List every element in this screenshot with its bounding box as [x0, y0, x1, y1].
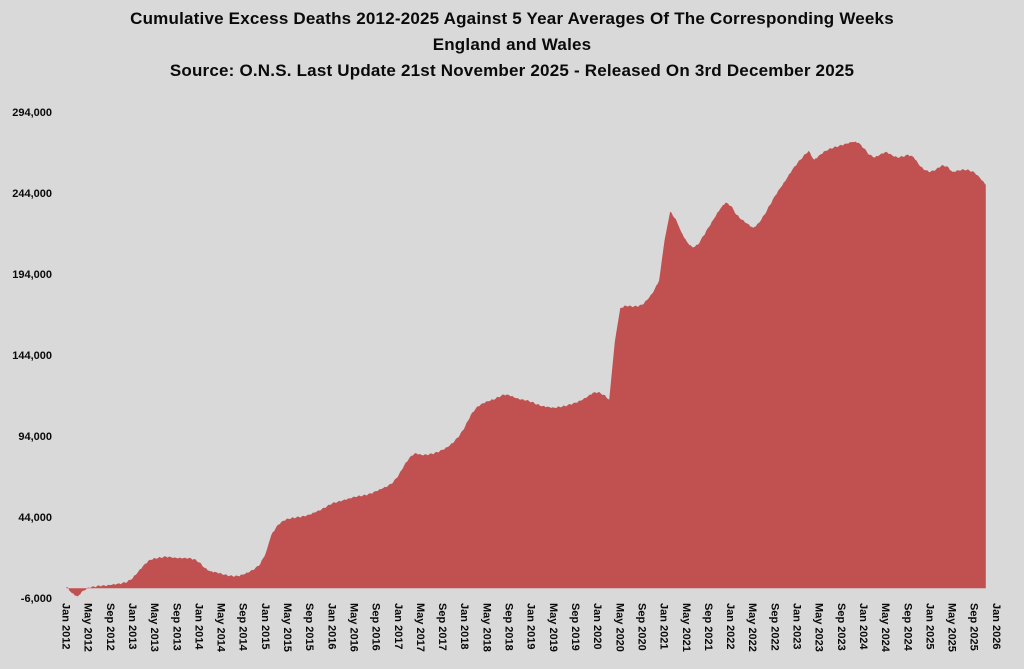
- chart-title-line-1: Cumulative Excess Deaths 2012-2025 Again…: [130, 9, 894, 28]
- x-axis-tick-label: May 2012: [82, 603, 94, 652]
- y-axis-labels: 294,000 244,000 194,000 144,000 94,000 44,000…: [12, 107, 52, 605]
- x-axis-tick-label: May 2022: [746, 603, 758, 652]
- x-axis-tick-label: May 2021: [680, 603, 692, 652]
- x-axis-tick-label: Jan 2017: [392, 603, 404, 649]
- x-axis-tick-label: May 2013: [148, 603, 160, 652]
- x-axis-tick-label: Jan 2025: [923, 603, 935, 649]
- area-series: [66, 141, 986, 597]
- x-axis-tick-label: Jan 2026: [990, 603, 1002, 649]
- y-axis-tick-label: 194,000: [12, 269, 52, 281]
- x-axis-tick-label: May 2020: [613, 603, 625, 652]
- x-axis-tick-label: May 2025: [946, 603, 958, 652]
- x-axis-tick-label: Sep 2020: [636, 603, 648, 651]
- x-axis-tick-label: May 2023: [813, 603, 825, 652]
- chart-title: Cumulative Excess Deaths 2012-2025 Again…: [0, 6, 1024, 84]
- x-axis-tick-label: Jan 2014: [192, 603, 204, 650]
- x-axis-tick-label: May 2018: [480, 603, 492, 652]
- x-axis-tick-label: Jan 2020: [591, 603, 603, 649]
- excess-deaths-area: [66, 141, 986, 597]
- y-axis-tick-label: 244,000: [12, 188, 52, 200]
- x-axis-tick-label: Jan 2022: [724, 603, 736, 649]
- x-axis-tick-label: Sep 2025: [968, 603, 980, 651]
- chart-title-line-2: England and Wales: [432, 35, 592, 54]
- y-axis-tick-label: 44,000: [18, 512, 52, 524]
- x-axis-tick-label: Sep 2019: [569, 603, 581, 651]
- x-axis-tick-label: Jan 2018: [458, 603, 470, 649]
- y-axis-tick-label: 94,000: [18, 431, 52, 443]
- x-axis-tick-label: Sep 2021: [702, 603, 714, 651]
- x-axis-tick-label: Jan 2023: [791, 603, 803, 649]
- x-axis-tick-label: Jan 2019: [525, 603, 537, 649]
- x-axis-tick-label: Sep 2014: [237, 603, 249, 652]
- x-axis-tick-label: Sep 2016: [370, 603, 382, 651]
- y-axis-tick-label: 294,000: [12, 107, 52, 119]
- y-axis-tick-label: 144,000: [12, 350, 52, 362]
- x-axis-tick-label: Sep 2023: [835, 603, 847, 651]
- x-axis-tick-label: May 2017: [414, 603, 426, 652]
- x-axis-tick-label: Jan 2012: [60, 603, 72, 649]
- x-axis-tick-label: Jan 2016: [325, 603, 337, 649]
- x-axis-labels: Jan 2012 May 2012 Sep 2012 Jan 2013 May 2013…: [60, 603, 1002, 653]
- x-axis-tick-label: Jan 2013: [126, 603, 138, 649]
- x-axis-tick-label: Sep 2013: [170, 603, 182, 651]
- x-axis-tick-label: Jan 2015: [259, 603, 271, 649]
- x-axis-tick-label: May 2016: [348, 603, 360, 652]
- x-axis-tick-label: Jan 2021: [658, 603, 670, 649]
- x-axis-tick-label: Sep 2018: [503, 603, 515, 651]
- chart-title-line-3: Source: O.N.S. Last Update 21st November…: [169, 61, 855, 80]
- x-axis-tick-label: May 2015: [281, 603, 293, 652]
- x-axis-tick-label: May 2014: [215, 603, 227, 653]
- x-axis-tick-label: May 2019: [547, 603, 559, 652]
- x-axis-tick-label: Sep 2024: [901, 603, 913, 652]
- x-axis-tick-label: May 2024: [879, 603, 891, 653]
- y-axis-tick-label: -6,000: [21, 593, 52, 605]
- x-axis-tick-label: Sep 2017: [436, 603, 448, 651]
- x-axis-tick-label: Sep 2015: [303, 603, 315, 651]
- x-axis-tick-label: Jan 2024: [857, 603, 869, 650]
- x-axis-tick-label: Sep 2022: [768, 603, 780, 651]
- x-axis-tick-label: Sep 2012: [104, 603, 116, 651]
